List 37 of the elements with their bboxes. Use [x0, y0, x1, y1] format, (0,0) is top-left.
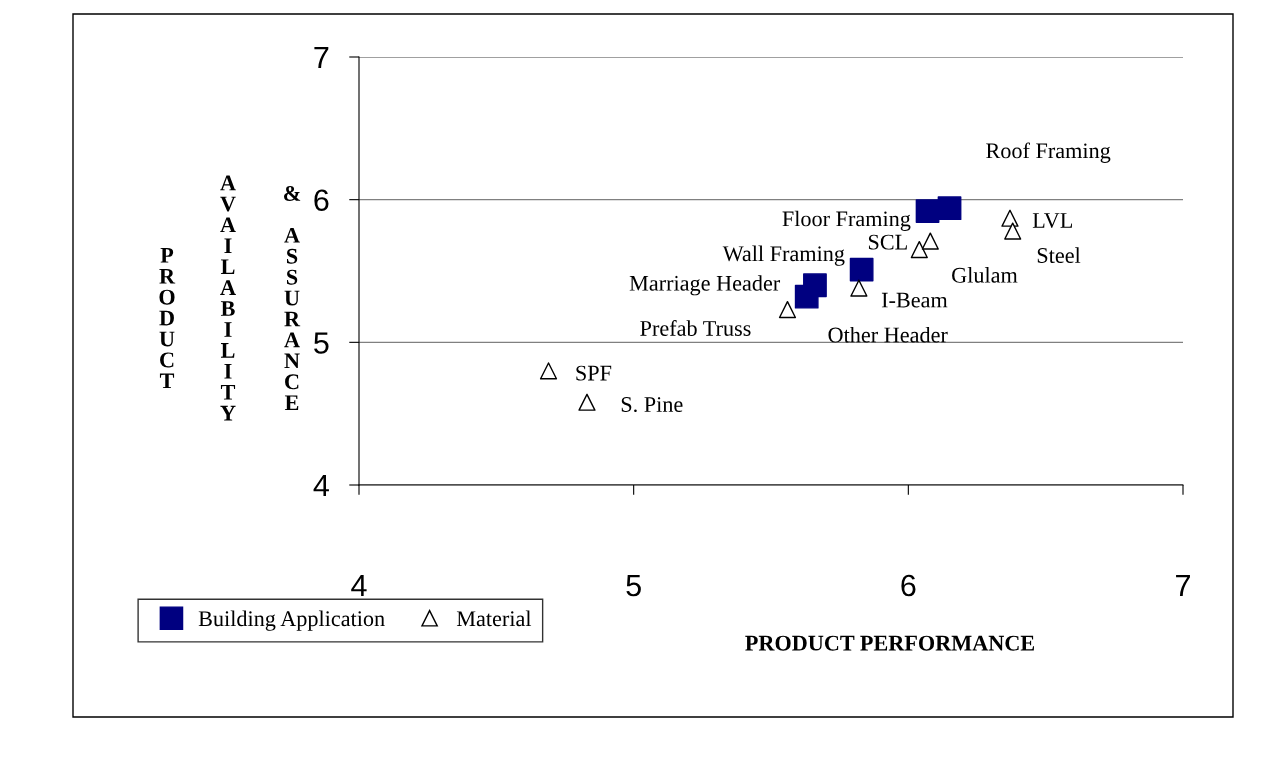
- point: [578, 393, 596, 411]
- annotation: Other Header: [828, 326, 948, 343]
- legend-label: Building Application: [198, 610, 385, 631]
- point: [921, 232, 939, 250]
- annotation: S. Pine: [621, 397, 683, 413]
- annotation: SPF: [576, 365, 612, 381]
- x-tick-label: 5: [626, 575, 641, 597]
- point: [1001, 209, 1019, 227]
- y-tick-label: 5: [314, 332, 329, 354]
- text: PRODUCT AVAILABILITY & ASSURANCE: [159, 175, 301, 421]
- annotation: I-Beam: [881, 292, 948, 308]
- point: [1004, 222, 1022, 240]
- annotation: Marriage Header: [629, 275, 781, 296]
- x-tick-label: 7: [1176, 575, 1190, 597]
- legend-label: Material: [456, 610, 532, 627]
- annotation: Wall Framing: [722, 245, 845, 266]
- point: [794, 284, 819, 309]
- annotation: SCL: [868, 234, 907, 250]
- annotation: Prefab Truss: [640, 320, 751, 336]
- point: [850, 279, 868, 297]
- x-tick-label: 4: [351, 575, 367, 597]
- x-axis-title: PRODUCT PERFORMANCE: [745, 635, 1035, 651]
- point: [849, 257, 874, 282]
- annotation: Steel: [1037, 247, 1081, 263]
- annotation: LVL: [1032, 213, 1073, 229]
- point: [539, 362, 558, 380]
- annotation: Roof Framing: [986, 142, 1111, 163]
- y-tick-label: 6: [314, 189, 329, 212]
- x-tick-label: 6: [901, 574, 916, 597]
- y-tick-label: 4: [313, 475, 329, 497]
- annotation: Floor Framing: [782, 210, 911, 231]
- point: [937, 196, 962, 221]
- point: [910, 240, 928, 259]
- annotation: Glulam: [952, 267, 1018, 283]
- point: [778, 300, 797, 319]
- point: [915, 199, 940, 223]
- y-tick-label: 7: [314, 47, 329, 69]
